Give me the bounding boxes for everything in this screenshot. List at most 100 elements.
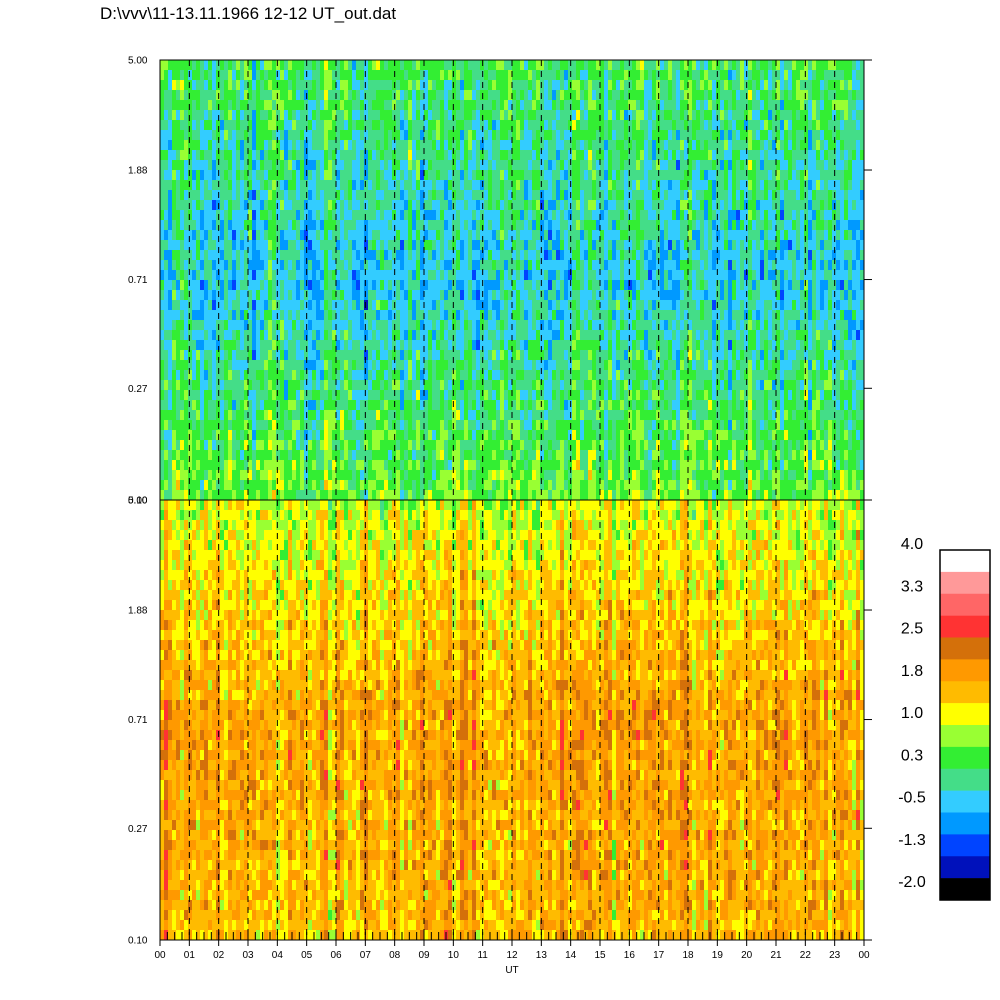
upper-cell: [320, 70, 325, 81]
upper-cell: [552, 360, 557, 371]
upper-cell: [420, 400, 425, 411]
upper-cell: [228, 350, 233, 361]
upper-cell: [176, 230, 181, 241]
upper-cell: [340, 150, 345, 161]
upper-cell: [412, 130, 417, 141]
upper-cell: [548, 230, 553, 241]
upper-cell: [416, 320, 421, 331]
upper-cell: [352, 460, 357, 471]
upper-cell: [228, 260, 233, 271]
upper-cell: [188, 290, 193, 301]
upper-cell: [328, 270, 333, 281]
upper-cell: [556, 270, 561, 281]
upper-cell: [348, 140, 353, 151]
upper-cell: [244, 70, 249, 81]
upper-cell: [380, 490, 385, 501]
upper-cell: [464, 390, 469, 401]
upper-cell: [368, 480, 373, 491]
upper-cell: [316, 390, 321, 401]
upper-cell: [252, 260, 257, 271]
upper-cell: [188, 220, 193, 231]
upper-cell: [248, 370, 253, 381]
upper-cell: [380, 280, 385, 291]
upper-cell: [264, 280, 269, 291]
upper-cell: [276, 290, 281, 301]
upper-cell: [212, 430, 217, 441]
upper-cell: [392, 470, 397, 481]
upper-cell: [232, 190, 237, 201]
upper-cell: [588, 260, 593, 271]
upper-cell: [224, 370, 229, 381]
upper-cell: [292, 60, 297, 71]
upper-cell: [528, 60, 533, 71]
upper-cell: [504, 210, 509, 221]
upper-cell: [236, 370, 241, 381]
upper-cell: [280, 180, 285, 191]
upper-cell: [320, 80, 325, 91]
upper-cell: [520, 290, 525, 301]
upper-cell: [180, 110, 185, 121]
upper-cell: [248, 470, 253, 481]
upper-cell: [552, 370, 557, 381]
upper-cell: [228, 170, 233, 181]
upper-cell: [356, 290, 361, 301]
upper-cell: [208, 420, 213, 431]
upper-cell: [580, 490, 585, 501]
upper-cell: [260, 350, 265, 361]
upper-cell: [328, 100, 333, 111]
upper-cell: [580, 160, 585, 171]
upper-cell: [316, 220, 321, 231]
upper-cell: [412, 160, 417, 171]
upper-cell: [540, 200, 545, 211]
upper-cell: [236, 420, 241, 431]
upper-cell: [392, 480, 397, 491]
upper-cell: [432, 220, 437, 231]
upper-cell: [600, 340, 605, 351]
upper-cell: [392, 230, 397, 241]
upper-cell: [440, 370, 445, 381]
upper-cell: [164, 220, 169, 231]
upper-cell: [540, 260, 545, 271]
upper-cell: [576, 60, 581, 71]
upper-cell: [292, 410, 297, 421]
upper-cell: [508, 260, 513, 271]
upper-cell: [232, 130, 237, 141]
upper-cell: [552, 380, 557, 391]
upper-cell: [464, 160, 469, 171]
upper-cell: [368, 140, 373, 151]
upper-cell: [296, 130, 301, 141]
upper-cell: [544, 80, 549, 91]
upper-cell: [168, 250, 173, 261]
upper-cell: [272, 290, 277, 301]
upper-cell: [360, 300, 365, 311]
upper-cell: [268, 140, 273, 151]
upper-cell: [372, 160, 377, 171]
upper-cell: [300, 170, 305, 181]
upper-cell: [448, 160, 453, 171]
upper-cell: [348, 400, 353, 411]
upper-cell: [344, 430, 349, 441]
upper-cell: [604, 470, 609, 481]
upper-cell: [232, 270, 237, 281]
upper-cell: [220, 400, 225, 411]
upper-cell: [248, 60, 253, 71]
upper-cell: [312, 470, 317, 481]
upper-cell: [224, 450, 229, 461]
upper-cell: [360, 180, 365, 191]
upper-cell: [208, 150, 213, 161]
upper-cell: [344, 80, 349, 91]
upper-cell: [596, 230, 601, 241]
upper-cell: [496, 60, 501, 71]
upper-cell: [400, 60, 405, 71]
upper-cell: [576, 350, 581, 361]
upper-cell: [584, 340, 589, 351]
upper-cell: [160, 360, 165, 371]
upper-cell: [388, 470, 393, 481]
upper-cell: [176, 80, 181, 91]
upper-cell: [260, 190, 265, 201]
upper-cell: [416, 330, 421, 341]
upper-cell: [572, 190, 577, 201]
upper-cell: [476, 280, 481, 291]
upper-cell: [500, 360, 505, 371]
upper-cell: [432, 200, 437, 211]
